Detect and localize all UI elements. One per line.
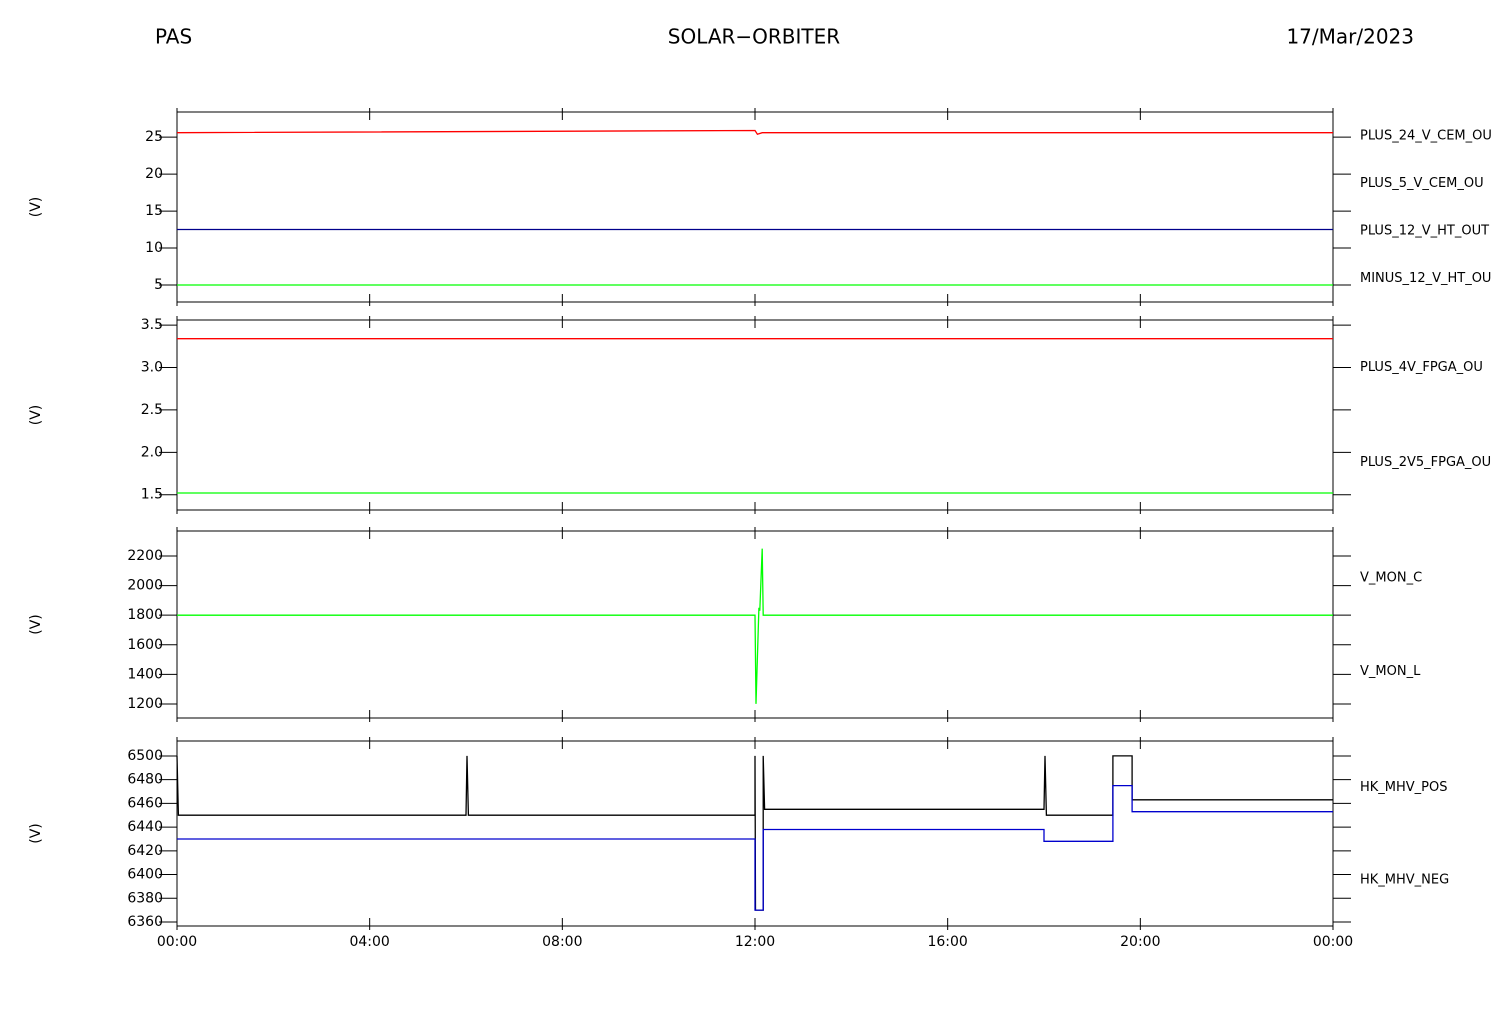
plot-frame [176,111,1334,303]
y-tick-label: 6380 [127,890,163,906]
series-line [176,129,1333,135]
series-line [177,548,1333,704]
y-tick-label: 2000 [127,578,163,594]
legend-label: V_MON_C [1360,570,1422,585]
y-tick-label: 25 [145,129,163,145]
y-tick-label: 20 [145,166,163,182]
series-line [177,784,1333,911]
legend-label: PLUS_2V5_FPGA_OU [1360,455,1491,470]
y-tick-label: 10 [145,240,163,256]
legend-label: PLUS_24_V_CEM_OU [1360,128,1492,143]
y-tick-label: 1800 [127,607,163,623]
y-tick-label: 6360 [127,914,163,930]
x-tick-label: 04:00 [349,934,389,950]
y-tick-label: 6400 [127,867,163,883]
x-tick-label: 16:00 [927,934,967,950]
y-axis-label: (V) [28,197,44,218]
x-tick-label: 20:00 [1120,934,1160,950]
y-tick-label: 2.5 [141,402,163,418]
y-tick-label: 6440 [127,819,163,835]
y-tick-label: 6460 [127,795,163,811]
legend-label: V_MON_L [1360,664,1421,679]
y-axis-label: (V) [28,405,44,426]
legend-label: HK_MHV_NEG [1360,872,1449,887]
y-tick-label: 1200 [127,696,163,712]
x-tick-label: 08:00 [542,934,582,950]
y-tick-label: 3.5 [141,317,163,333]
x-tick-label: 12:00 [735,934,775,950]
y-tick-label: 1.5 [141,487,163,503]
x-tick-label: 00:00 [157,934,197,950]
y-axis-label: (V) [28,823,44,844]
plot-frame [176,319,1334,511]
y-tick-label: 6500 [127,748,163,764]
legend-label: HK_MHV_POS [1360,780,1448,795]
y-tick-label: 1400 [127,666,163,682]
y-tick-label: 1600 [127,637,163,653]
y-tick-label: 6420 [127,843,163,859]
y-tick-label: 2.0 [141,444,163,460]
y-tick-label: 15 [145,203,163,219]
header-left: PAS [155,25,192,49]
legend-label: PLUS_4V_FPGA_OU [1360,360,1483,375]
header-center: SOLAR−ORBITER [668,25,840,49]
legend-label: PLUS_5_V_CEM_OU [1360,176,1484,191]
y-tick-label: 6480 [127,772,163,788]
legend-label: MINUS_12_V_HT_OU [1360,271,1491,286]
legend-label: PLUS_12_V_HT_OUT [1360,223,1489,238]
y-tick-label: 3.0 [141,360,163,376]
y-axis-label: (V) [28,614,44,635]
x-tick-label: 00:00 [1313,934,1353,950]
y-tick-label: 2200 [127,548,163,564]
y-tick-label: 5 [154,277,163,293]
header-right: 17/Mar/2023 [1286,25,1414,49]
